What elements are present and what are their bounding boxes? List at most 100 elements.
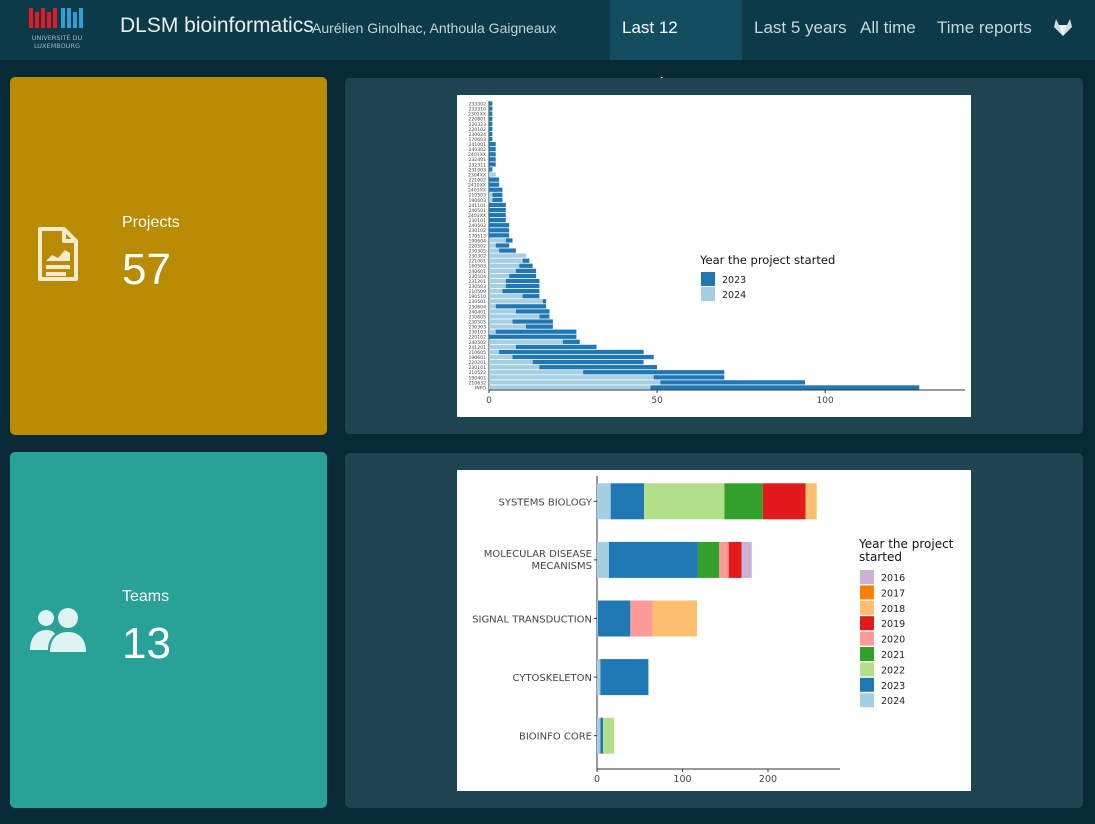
bar-2024	[597, 541, 609, 578]
tab-all-time[interactable]: All time	[860, 18, 916, 37]
bar-2021	[697, 541, 720, 578]
legend-swatch-2021	[860, 647, 874, 661]
bar-2024	[597, 717, 601, 754]
bar-2023	[489, 207, 506, 213]
y-tick-label: 220801	[468, 117, 486, 123]
bar-2024	[489, 309, 516, 314]
bar-2024	[489, 344, 516, 350]
y-tick-label: 230604	[468, 304, 486, 310]
bar-2023	[515, 268, 537, 273]
bar-2024	[489, 288, 503, 294]
y-tick-label: 232401	[468, 157, 486, 163]
bar-2023	[509, 273, 537, 279]
gitlab-icon[interactable]	[1052, 16, 1074, 38]
teams-count: 13	[122, 619, 171, 668]
bar-2023	[489, 111, 493, 116]
legend-swatch-2024	[701, 287, 715, 301]
bar-2020	[630, 600, 653, 637]
bar-2024	[489, 370, 584, 375]
projects-chart: 233302 233310 2301XX 220801 220323 220102 2300…	[457, 95, 971, 417]
bar-2024	[489, 263, 520, 268]
y-tick-label: 190604	[468, 238, 486, 244]
logo-line-2: LUXEMBOURG	[34, 42, 80, 50]
y-tick-label: 221001	[468, 259, 486, 265]
y-tick-label: 190510	[468, 294, 486, 300]
bar-2023	[660, 380, 805, 385]
tab-last-5-years[interactable]: Last 5 years	[754, 18, 847, 37]
bar-2023	[489, 131, 493, 137]
legend-label-2024: 2024	[722, 290, 746, 301]
y-tick-label: 2304XX	[468, 172, 486, 178]
y-tick-label: 170603	[468, 137, 486, 143]
bar-2023	[600, 659, 649, 696]
y-tick-label: 210605	[468, 350, 486, 356]
y-tick-label: MECANISMS	[531, 561, 592, 572]
document-chart-icon	[38, 227, 78, 281]
bar-2024	[489, 385, 651, 390]
x-tick-label: 50	[651, 396, 663, 406]
bar-2023	[597, 600, 631, 637]
bar-2024	[489, 273, 510, 279]
bar-2024	[489, 238, 506, 243]
y-tick-label: BIOINFO CORE	[519, 732, 592, 743]
y-tick-label: 240502	[468, 340, 486, 346]
bar-2023	[515, 309, 550, 314]
bar-2024	[489, 319, 513, 324]
university-logo[interactable]: UNIVERSITÉ DU LUXEMBOURG	[28, 6, 86, 52]
teams-label: Teams	[122, 588, 170, 605]
bar-2023	[522, 294, 540, 299]
bar-2023	[489, 157, 496, 162]
bar-2023	[539, 314, 550, 319]
bar-2023	[489, 136, 493, 142]
people-icon	[30, 608, 86, 652]
bar-2019	[728, 541, 742, 578]
legend-label-2023: 2023	[881, 681, 905, 692]
projects-chart-panel: 233302 233310 2301XX 220801 220323 220102 2300…	[345, 78, 1083, 434]
y-tick-label: 240601	[468, 269, 486, 275]
projects-bar-chart: 2333022333102301XX2208012203232201022300…	[468, 101, 965, 406]
app-title[interactable]: DLSM bioinformatics	[120, 14, 314, 37]
y-tick-label: 210503	[468, 193, 486, 199]
y-tick-label: 230504	[468, 274, 486, 280]
bar-2023	[489, 228, 510, 233]
bar-2024	[489, 253, 526, 258]
tab-time-reports[interactable]: Time reports	[937, 18, 1032, 37]
y-tick-label: 190601	[468, 355, 486, 361]
legend-swatch-2020	[860, 631, 874, 646]
bar-2023	[489, 141, 496, 147]
tab-last-12-months[interactable]: Last 12 months	[610, 0, 742, 93]
bar-2024	[489, 283, 506, 289]
y-tick-label: 241101	[468, 203, 486, 209]
x-tick-label: 100	[673, 774, 691, 785]
bar-2024	[489, 359, 533, 365]
bar-2024	[489, 314, 540, 319]
bar-2023	[489, 177, 500, 182]
x-tick-label: 100	[817, 396, 834, 406]
bar-2024	[489, 197, 493, 203]
bar-2020	[719, 541, 729, 578]
bar-2024	[489, 248, 500, 253]
bar-2018	[805, 483, 817, 520]
y-tick-label: 240501	[468, 208, 486, 214]
projects-card: Projects 57	[10, 77, 327, 435]
y-tick-label: 230303	[468, 325, 486, 331]
bar-2023	[512, 319, 553, 324]
legend-swatch-2022	[860, 662, 874, 677]
y-tick-label: 240502	[468, 223, 486, 229]
bar-2024	[489, 268, 516, 273]
y-tick-label: SIGNAL TRANSDUCTION	[472, 615, 592, 626]
y-tick-label: 230505	[468, 319, 486, 325]
legend-label-2016: 2016	[881, 573, 905, 584]
bar-2023	[583, 370, 725, 375]
y-tick-label: 2301XX	[468, 112, 486, 118]
bar-2024	[489, 380, 661, 385]
bar-2023	[505, 283, 540, 289]
y-tick-label: 230101	[468, 365, 486, 371]
x-tick-label: 200	[759, 774, 777, 785]
legend-swatch-2024	[860, 693, 874, 708]
navbar: UNIVERSITÉ DU LUXEMBOURG DLSM bioinforma…	[0, 0, 1095, 93]
bar-2023	[489, 101, 493, 106]
legend-swatch-2017	[860, 585, 874, 600]
y-tick-label: 241001	[468, 142, 486, 148]
bar-2023	[600, 717, 603, 754]
